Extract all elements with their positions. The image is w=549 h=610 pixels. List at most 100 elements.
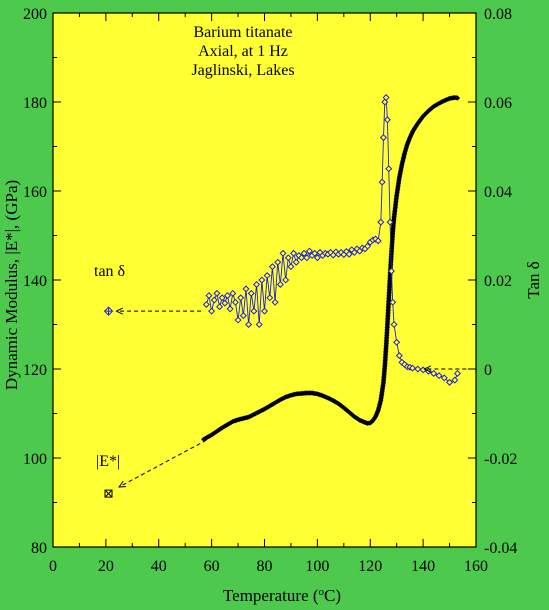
chart-title: Barium titanate Axial, at 1 Hz Jaglinski…: [191, 24, 294, 79]
tan-axis-arrow-head: [423, 365, 431, 373]
modulus-legend-marker: [104, 489, 113, 498]
tan-delta-point: [250, 307, 258, 315]
y-right-tick-label: 0.06: [484, 95, 512, 112]
tan-delta-point: [377, 218, 385, 226]
x-axis-title: Temperature (oC): [223, 586, 341, 605]
modulus-legend-marker-cross: [104, 489, 113, 498]
x-tick-label: 0: [49, 558, 57, 575]
x-tick-label: 80: [257, 558, 273, 575]
tan-delta-point: [389, 298, 397, 306]
tan-delta-point: [237, 294, 245, 302]
tan-legend-arrow-head: [115, 307, 123, 315]
tan-delta-point: [287, 263, 295, 271]
tan-delta-point: [379, 134, 387, 142]
y-right-axis-title: Tan δ: [524, 261, 543, 299]
tan-delta-point: [208, 307, 216, 315]
x-tick-label: 160: [464, 558, 488, 575]
tan-delta-point: [271, 298, 279, 306]
y-left-tick-label: 100: [23, 451, 47, 468]
tan-delta-point: [453, 369, 462, 377]
tan-delta-point: [446, 378, 454, 386]
modulus-legend-arrow-head: [118, 480, 127, 488]
tan-delta-point: [313, 254, 321, 262]
y-left-axis-title: Dynamic Modulus, |E*|, (GPa): [2, 180, 21, 390]
tan-delta-point: [245, 320, 253, 329]
axes-layer: 0 20 40 60 80 100 120 140 160 80 100 120 140 160 180 20…: [23, 6, 517, 575]
tan-delta-point: [263, 272, 271, 280]
y-left-tick-label: 140: [23, 273, 47, 290]
tan-delta-point: [202, 300, 210, 308]
tan-delta-point: [378, 178, 386, 186]
tan-delta-point: [381, 98, 389, 106]
y-right-tick-label: 0.02: [484, 273, 512, 290]
tan-delta-point: [239, 312, 247, 320]
tan-delta-point: [255, 320, 263, 329]
series-layer: [103, 94, 474, 498]
tan-delta-point: [305, 247, 313, 255]
y-left-tick-label: 200: [23, 6, 47, 23]
tan-delta-point: [274, 258, 282, 266]
tan-legend-label: tan δ: [94, 263, 125, 280]
tan-delta-point: [292, 258, 300, 266]
tan-delta-point: [409, 364, 417, 372]
tan-delta-point: [253, 280, 261, 288]
tan-delta-point: [279, 249, 287, 257]
y-right-tick-label: 0.04: [484, 184, 512, 201]
x-tick-label: 20: [98, 558, 114, 575]
tan-delta-point: [284, 254, 292, 262]
y-left-tick-label: 80: [31, 540, 47, 557]
y-right-tick-label: 0.08: [484, 6, 512, 23]
tan-delta-point: [260, 307, 269, 315]
tan-delta-point: [393, 338, 401, 346]
tan-delta-point: [268, 263, 276, 271]
tan-delta-point: [229, 289, 237, 297]
x-tick-label: 140: [411, 558, 435, 575]
tan-delta-point: [223, 292, 231, 300]
tan-delta-point: [234, 316, 242, 324]
tan-delta-point: [300, 249, 308, 257]
tan-delta-point: [210, 296, 218, 304]
y-left-tick-label: 160: [23, 184, 47, 201]
y-right-tick-label: -0.04: [484, 540, 517, 557]
x-tick-label: 60: [204, 558, 220, 575]
tan-delta-point: [395, 352, 403, 360]
modulus-point: [454, 95, 461, 101]
tan-legend-marker: [103, 306, 114, 316]
tan-delta-point: [374, 237, 382, 245]
tan-delta-point: [451, 376, 459, 384]
tan-delta-point: [385, 165, 393, 173]
tan-delta-point: [386, 218, 394, 226]
tan-delta-point: [216, 303, 224, 311]
title-line-3: Jaglinski, Lakes: [191, 62, 294, 79]
tan-delta-point: [276, 280, 284, 288]
y-right-tick-label: 0: [484, 362, 492, 379]
tan-delta-point: [435, 372, 443, 380]
tan-delta-point: [290, 249, 298, 257]
modulus-legend-arrow: [118, 439, 207, 488]
tan-delta-point: [247, 289, 255, 297]
x-tick-label: 40: [151, 558, 167, 575]
tan-delta-point: [345, 250, 353, 258]
tan-delta-point: [242, 285, 250, 293]
x-tick-label: 120: [358, 558, 382, 575]
modulus-legend-label: |E*|: [96, 453, 120, 470]
tan-delta-point: [303, 254, 311, 262]
tan-delta-point: [383, 116, 391, 124]
tan-delta-point: [226, 305, 234, 313]
x-tick-label: 100: [305, 558, 329, 575]
tan-delta-point: [364, 242, 372, 250]
tan-delta-point: [430, 369, 438, 377]
tan-delta-point: [258, 276, 266, 284]
tan-delta-point: [218, 294, 226, 302]
y-right-tick-label: -0.02: [484, 451, 517, 468]
tan-delta-point: [298, 254, 306, 262]
tan-delta-point: [440, 374, 448, 382]
tan-delta-point: [282, 276, 290, 284]
tan-delta-point: [387, 267, 395, 275]
y-left-tick-label: 120: [23, 362, 47, 379]
tan-delta-point: [205, 292, 213, 300]
tan-delta-point: [266, 294, 274, 302]
tan-delta-point: [213, 289, 221, 297]
tan-delta-point: [382, 94, 390, 102]
